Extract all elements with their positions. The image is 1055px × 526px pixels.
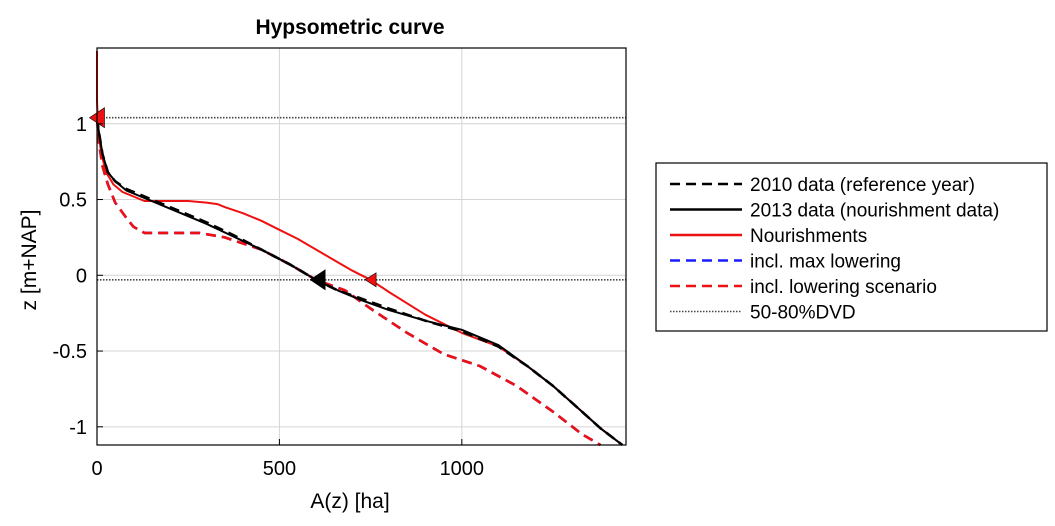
series-layer (95, 51, 624, 447)
plot-frame (96, 47, 627, 446)
legend-label: incl. max lowering (750, 252, 901, 273)
x-tick-label: 0 (91, 458, 102, 480)
y-tick-label: 0 (76, 265, 87, 287)
y-tick-label: 0.5 (59, 190, 87, 212)
y-axis-label: z [m+NAP] (18, 210, 41, 311)
reference-lines (97, 116, 626, 281)
tick-layer: 0 500 1000 -1 -0.5 0 0.5 1 (53, 114, 485, 480)
y-tick-label: -0.5 (53, 341, 87, 363)
marker-layer (88, 107, 377, 291)
series-2013-data-nourishment-data (96, 117, 624, 446)
grid-layer (96, 48, 626, 445)
series-nourishments (96, 51, 624, 446)
legend-label: 2010 data (reference year) (750, 175, 975, 196)
legend-label: 2013 data (nourishment data) (750, 201, 999, 222)
legend-label: 50-80%DVD (750, 303, 856, 324)
y-tick-label: 1 (76, 114, 87, 136)
legend-box (655, 162, 1048, 332)
chart-title: Hypsometric curve (255, 16, 444, 39)
y-tick-label: -1 (69, 417, 87, 439)
legend-label: incl. lowering scenario (750, 277, 937, 298)
marker-triangle (309, 269, 326, 291)
x-axis-label: A(z) [ha] (310, 490, 389, 513)
x-tick-label: 1000 (440, 458, 485, 480)
legend-label: Nourishments (750, 226, 867, 247)
series-incl-lowering-scenario (95, 117, 602, 447)
x-tick-label: 500 (263, 458, 296, 480)
series-incl-max-lowering (95, 117, 602, 447)
series-2010-data-reference-year (95, 117, 624, 447)
marker-triangle (364, 272, 377, 288)
legend: 2010 data (reference year) 2013 data (nou… (655, 162, 1048, 332)
